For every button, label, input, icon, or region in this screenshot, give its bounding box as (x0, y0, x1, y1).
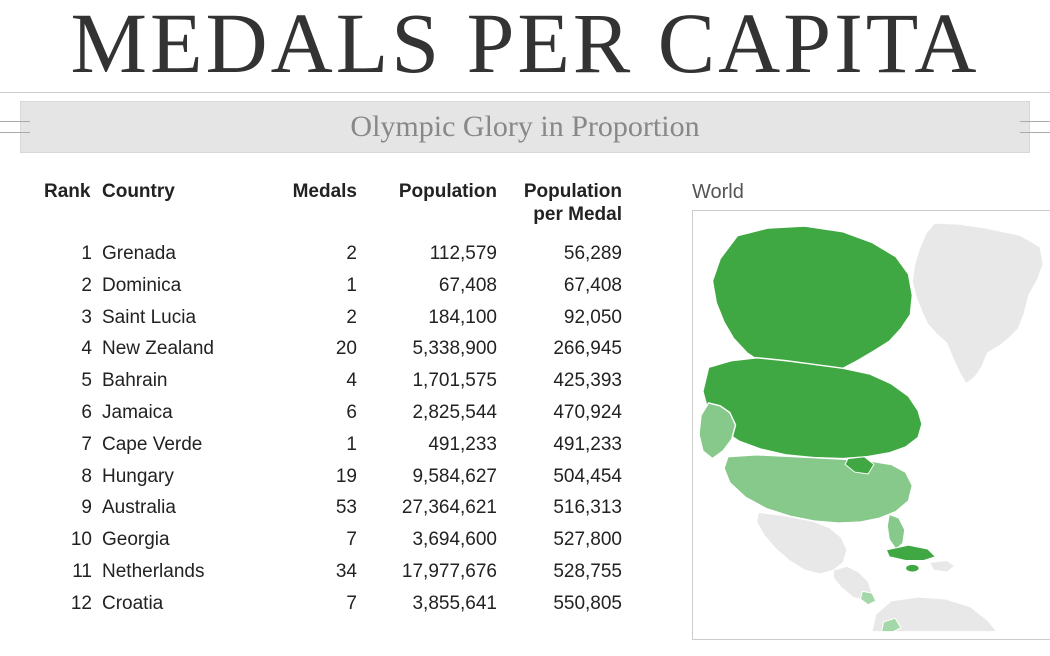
map-region-canada-arctic (712, 226, 912, 376)
table-area: Rank Country Medals Population Populatio… (44, 181, 644, 640)
cell-ppm: 67,408 (497, 270, 622, 302)
table-row: 4New Zealand205,338,900266,945 (44, 334, 622, 366)
cell-rank: 12 (44, 588, 102, 620)
cell-country: Jamaica (102, 398, 267, 430)
cell-country: Croatia (102, 588, 267, 620)
cell-rank: 4 (44, 334, 102, 366)
cell-ppm: 516,313 (497, 493, 622, 525)
cell-medals: 2 (267, 302, 357, 334)
cell-rank: 8 (44, 461, 102, 493)
content-area: Rank Country Medals Population Populatio… (0, 181, 1050, 640)
cell-pop: 491,233 (357, 429, 497, 461)
cell-country: Hungary (102, 461, 267, 493)
cell-ppm: 266,945 (497, 334, 622, 366)
subtitle-wrapper: Olympic Glory in Proportion (0, 101, 1050, 153)
cell-ppm: 527,800 (497, 525, 622, 557)
cell-ppm: 425,393 (497, 366, 622, 398)
medals-table: Rank Country Medals Population Populatio… (44, 181, 622, 620)
table-row: 7Cape Verde1491,233491,233 (44, 429, 622, 461)
cell-rank: 9 (44, 493, 102, 525)
table-row: 11Netherlands3417,977,676528,755 (44, 557, 622, 589)
table-row: 1Grenada2112,57956,289 (44, 239, 622, 271)
cell-medals: 6 (267, 398, 357, 430)
cell-ppm: 491,233 (497, 429, 622, 461)
map-region-florida (887, 514, 904, 549)
map-region-usa (724, 455, 912, 523)
cell-medals: 2 (267, 239, 357, 271)
map-choropleth[interactable] (692, 210, 1050, 640)
map-region-costa-rica (860, 591, 875, 604)
map-region-jamaica (906, 564, 919, 572)
cell-pop: 1,701,575 (357, 366, 497, 398)
cell-ppm: 550,805 (497, 588, 622, 620)
cell-medals: 7 (267, 588, 357, 620)
subtitle-bar: Olympic Glory in Proportion (20, 101, 1030, 153)
cell-rank: 1 (44, 239, 102, 271)
cell-pop: 3,694,600 (357, 525, 497, 557)
cell-rank: 3 (44, 302, 102, 334)
map-area: World (644, 181, 1050, 640)
cell-country: Grenada (102, 239, 267, 271)
cell-medals: 34 (267, 557, 357, 589)
cell-pop: 184,100 (357, 302, 497, 334)
cell-medals: 20 (267, 334, 357, 366)
cell-country: Bahrain (102, 366, 267, 398)
world-map-svg (699, 217, 1045, 633)
cell-pop: 17,977,676 (357, 557, 497, 589)
col-header-medals: Medals (267, 181, 357, 239)
col-header-ppm: Population per Medal (497, 181, 622, 239)
cell-country: Georgia (102, 525, 267, 557)
cell-country: New Zealand (102, 334, 267, 366)
table-row: 10Georgia73,694,600527,800 (44, 525, 622, 557)
map-region-greenland (912, 223, 1043, 384)
col-header-country: Country (102, 181, 267, 239)
table-row: 3Saint Lucia2184,10092,050 (44, 302, 622, 334)
cell-ppm: 504,454 (497, 461, 622, 493)
cell-pop: 2,825,544 (357, 398, 497, 430)
table-row: 9Australia5327,364,621516,313 (44, 493, 622, 525)
map-title: World (692, 181, 1050, 204)
cell-medals: 7 (267, 525, 357, 557)
cell-medals: 1 (267, 270, 357, 302)
page-title: MEDALS PER CAPITA (0, 0, 1050, 93)
cell-rank: 6 (44, 398, 102, 430)
cell-medals: 53 (267, 493, 357, 525)
cell-ppm: 528,755 (497, 557, 622, 589)
cell-medals: 4 (267, 366, 357, 398)
cell-pop: 5,338,900 (357, 334, 497, 366)
map-region-cuba (886, 545, 935, 560)
cell-country: Australia (102, 493, 267, 525)
subtitle-text: Olympic Glory in Proportion (350, 110, 699, 143)
cell-country: Netherlands (102, 557, 267, 589)
cell-rank: 7 (44, 429, 102, 461)
cell-country: Dominica (102, 270, 267, 302)
map-region-canada (703, 358, 922, 459)
cell-rank: 5 (44, 366, 102, 398)
cell-country: Saint Lucia (102, 302, 267, 334)
cell-pop: 112,579 (357, 239, 497, 271)
cell-ppm: 92,050 (497, 302, 622, 334)
table-row: 8Hungary199,584,627504,454 (44, 461, 622, 493)
cell-medals: 1 (267, 429, 357, 461)
cell-rank: 2 (44, 270, 102, 302)
cell-rank: 10 (44, 525, 102, 557)
cell-ppm: 470,924 (497, 398, 622, 430)
cell-rank: 11 (44, 557, 102, 589)
cell-pop: 3,855,641 (357, 588, 497, 620)
table-row: 2Dominica167,40867,408 (44, 270, 622, 302)
table-row: 6Jamaica62,825,544470,924 (44, 398, 622, 430)
table-row: 12Croatia73,855,641550,805 (44, 588, 622, 620)
col-header-population: Population (357, 181, 497, 239)
cell-medals: 19 (267, 461, 357, 493)
cell-pop: 27,364,621 (357, 493, 497, 525)
table-row: 5Bahrain41,701,575425,393 (44, 366, 622, 398)
map-region-hispaniola (930, 561, 955, 573)
col-header-rank: Rank (44, 181, 102, 239)
table-header-row: Rank Country Medals Population Populatio… (44, 181, 622, 239)
cell-country: Cape Verde (102, 429, 267, 461)
cell-ppm: 56,289 (497, 239, 622, 271)
cell-pop: 67,408 (357, 270, 497, 302)
cell-pop: 9,584,627 (357, 461, 497, 493)
